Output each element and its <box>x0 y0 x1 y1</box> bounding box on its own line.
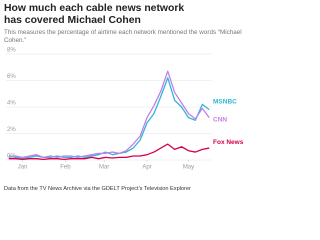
series-label: MSNBC <box>213 98 237 105</box>
x-tick-label: Apr <box>142 165 151 171</box>
chart-title: How much each cable news network has cov… <box>4 3 185 26</box>
series-label: CNN <box>213 116 227 123</box>
x-tick-label: Feb <box>60 165 71 171</box>
x-tick-label: Mar <box>99 165 109 171</box>
x-tick-label: May <box>183 165 194 171</box>
source-note: Data from the TV News Archive via the GD… <box>4 186 191 192</box>
chart-subtitle: This measures the percentage of airtime … <box>4 29 242 44</box>
x-tick-label: Jan <box>18 165 28 171</box>
series-label: Fox News <box>213 139 244 146</box>
page: {"chart_data": {"type": "line", "title":… <box>4 3 244 192</box>
y-tick-label: 2% <box>7 127 16 133</box>
series-line <box>8 77 210 160</box>
y-tick-label: 6% <box>7 74 16 80</box>
y-tick-label: 4% <box>7 101 16 107</box>
series-line <box>8 70 210 158</box>
series-line <box>8 143 210 160</box>
y-tick-label: 8% <box>7 48 16 54</box>
